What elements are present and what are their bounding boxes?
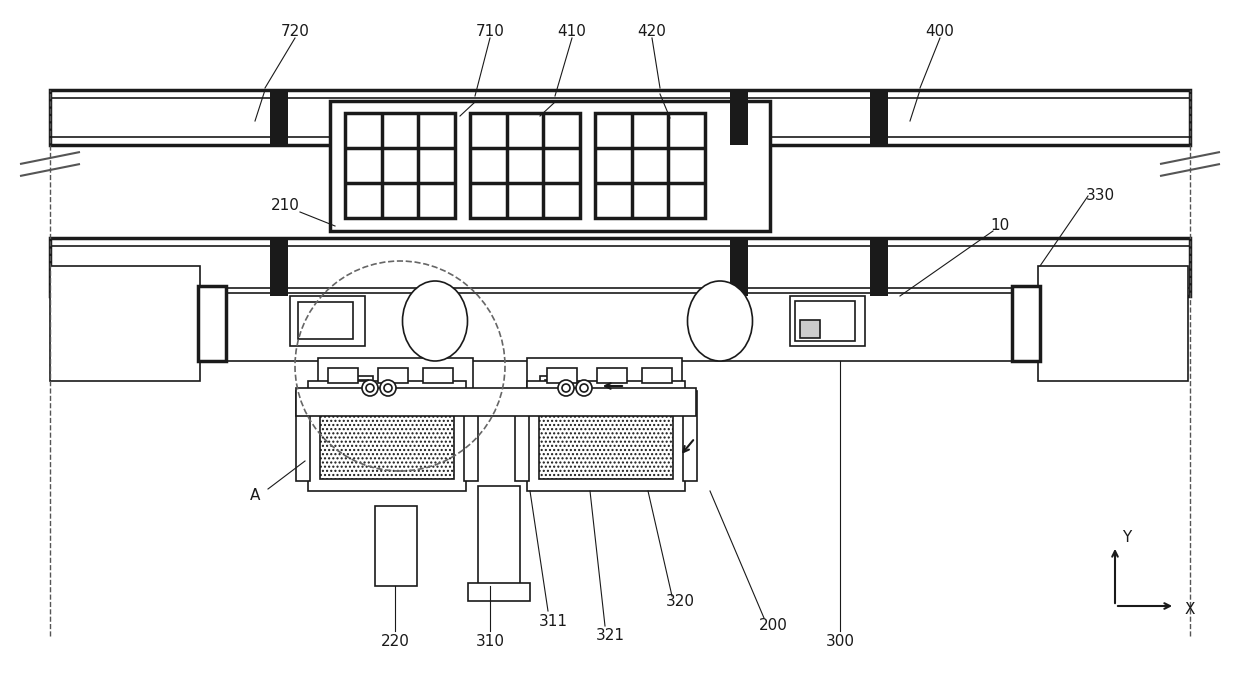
Bar [318, 358, 473, 416]
Bar [270, 90, 287, 145]
Bar [540, 376, 567, 401]
Bar [299, 302, 353, 339]
Bar [198, 286, 225, 361]
Bar [290, 296, 366, 346]
Bar [468, 583, 530, 601]
Bar [870, 90, 888, 145]
Bar [870, 238, 888, 296]
Bar [539, 393, 673, 479]
Bar [296, 391, 310, 481]
Circle shape [563, 384, 570, 392]
Circle shape [366, 384, 374, 392]
Text: 300: 300 [825, 633, 855, 648]
Ellipse shape [688, 281, 752, 361]
Bar [515, 391, 529, 481]
Bar [470, 113, 580, 218]
Bar [642, 368, 672, 383]
Bar [349, 380, 368, 397]
Bar [378, 368, 408, 383]
Bar [50, 266, 199, 381]
Bar [790, 296, 865, 346]
Bar [463, 391, 478, 481]
Bar [730, 90, 748, 145]
Text: 330: 330 [1085, 189, 1115, 204]
Bar [597, 368, 627, 383]
Bar [595, 113, 705, 218]
Bar [730, 238, 748, 296]
Text: A: A [250, 488, 260, 504]
Circle shape [580, 384, 589, 392]
Bar [270, 238, 287, 296]
Bar [50, 238, 1189, 296]
Text: 320: 320 [665, 593, 695, 608]
Bar [50, 90, 1189, 145]
Text: 410: 410 [558, 23, 586, 38]
Bar [795, 301, 855, 341]
Bar [478, 486, 520, 586]
Circle shape [384, 384, 392, 392]
Bar [683, 391, 698, 481]
Circle shape [576, 380, 592, 396]
Bar [320, 393, 453, 479]
Bar [221, 293, 1020, 361]
Text: 10: 10 [990, 219, 1010, 233]
Bar [546, 368, 577, 383]
Bar [527, 381, 685, 491]
Text: 220: 220 [380, 633, 409, 648]
Text: 311: 311 [539, 613, 567, 628]
Text: 210: 210 [270, 198, 300, 213]
Circle shape [380, 380, 396, 396]
Text: 420: 420 [638, 23, 667, 38]
Text: 310: 310 [476, 633, 504, 648]
Text: 200: 200 [758, 619, 788, 633]
Circle shape [362, 380, 378, 396]
Bar [800, 320, 820, 338]
Bar [296, 388, 696, 416]
Bar [422, 368, 453, 383]
Bar [309, 381, 466, 491]
Bar [545, 380, 563, 397]
Text: Y: Y [1123, 530, 1131, 545]
Bar [375, 506, 418, 586]
Circle shape [558, 380, 574, 396]
Text: 720: 720 [280, 23, 310, 38]
Bar [527, 358, 681, 416]
Bar [344, 113, 455, 218]
Text: 710: 710 [476, 23, 504, 38]
Bar [328, 368, 358, 383]
Ellipse shape [403, 281, 467, 361]
Bar [344, 376, 373, 401]
Bar [1038, 266, 1188, 381]
Bar [1012, 286, 1040, 361]
Bar [330, 101, 769, 231]
Text: 321: 321 [596, 628, 624, 643]
Text: X: X [1184, 602, 1196, 617]
Text: 400: 400 [926, 23, 954, 38]
